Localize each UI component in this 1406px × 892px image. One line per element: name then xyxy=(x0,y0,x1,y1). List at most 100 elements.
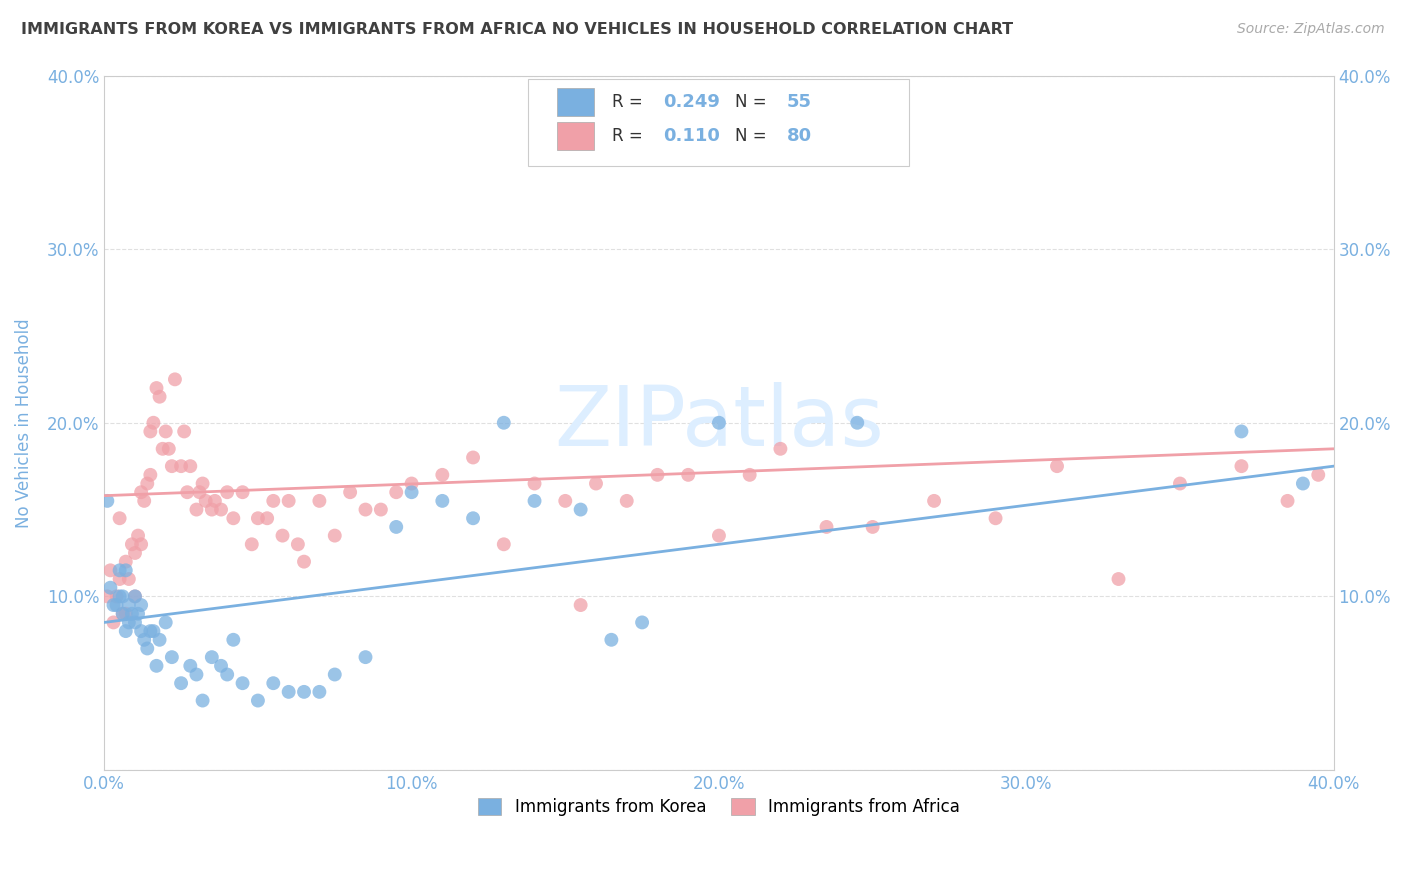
Point xyxy=(232,676,254,690)
Point xyxy=(554,494,576,508)
Point xyxy=(222,632,245,647)
Point xyxy=(129,537,152,551)
Point xyxy=(523,494,546,508)
Point xyxy=(385,485,408,500)
Point xyxy=(121,537,143,551)
Point xyxy=(1168,476,1191,491)
Point xyxy=(1230,425,1253,439)
Text: Source: ZipAtlas.com: Source: ZipAtlas.com xyxy=(1237,22,1385,37)
Text: IMMIGRANTS FROM KOREA VS IMMIGRANTS FROM AFRICA NO VEHICLES IN HOUSEHOLD CORRELA: IMMIGRANTS FROM KOREA VS IMMIGRANTS FROM… xyxy=(21,22,1014,37)
Point xyxy=(155,425,177,439)
Point xyxy=(647,467,669,482)
Point xyxy=(1292,476,1315,491)
Point xyxy=(432,494,454,508)
Point xyxy=(846,416,869,430)
Point xyxy=(111,607,134,621)
Point xyxy=(114,607,136,621)
Point xyxy=(111,607,134,621)
Text: 0.110: 0.110 xyxy=(664,127,720,145)
Point xyxy=(145,381,167,395)
Point xyxy=(191,476,214,491)
Point xyxy=(232,485,254,500)
Point xyxy=(1230,459,1253,474)
Point xyxy=(108,563,131,577)
Point xyxy=(136,476,159,491)
Point xyxy=(370,502,392,516)
Text: ZIPatlas: ZIPatlas xyxy=(554,383,884,463)
Point xyxy=(129,624,152,639)
Point xyxy=(308,494,330,508)
Point xyxy=(100,563,122,577)
Point xyxy=(209,658,232,673)
Point xyxy=(124,615,146,630)
Point xyxy=(103,615,125,630)
Point xyxy=(124,546,146,560)
Point xyxy=(152,442,174,456)
Point xyxy=(461,511,484,525)
Point xyxy=(118,615,141,630)
Point xyxy=(155,615,177,630)
Point xyxy=(136,641,159,656)
Point xyxy=(262,494,284,508)
Point xyxy=(277,494,299,508)
Point xyxy=(100,581,122,595)
Point xyxy=(323,528,346,542)
Point xyxy=(129,485,152,500)
Point xyxy=(461,450,484,465)
Point xyxy=(569,502,592,516)
Point xyxy=(631,615,654,630)
Point xyxy=(142,416,165,430)
Point xyxy=(124,590,146,604)
Point xyxy=(492,416,515,430)
Point xyxy=(108,590,131,604)
Point xyxy=(160,459,183,474)
Point xyxy=(186,667,208,681)
Point xyxy=(569,598,592,612)
Point xyxy=(707,416,730,430)
Point xyxy=(600,632,623,647)
Point xyxy=(308,685,330,699)
Point xyxy=(121,607,143,621)
Point xyxy=(145,658,167,673)
Point xyxy=(179,658,201,673)
Point xyxy=(139,624,162,639)
Point xyxy=(287,537,309,551)
Point xyxy=(209,502,232,516)
Point xyxy=(163,372,186,386)
Point xyxy=(179,459,201,474)
Text: 80: 80 xyxy=(786,127,811,145)
Point xyxy=(114,555,136,569)
Point xyxy=(676,467,699,482)
Point xyxy=(240,537,263,551)
Point xyxy=(188,485,211,500)
Point xyxy=(339,485,361,500)
Point xyxy=(142,624,165,639)
Point xyxy=(108,511,131,525)
Text: 55: 55 xyxy=(786,93,811,111)
Point xyxy=(738,467,761,482)
Point xyxy=(246,693,269,707)
Text: R =: R = xyxy=(612,93,648,111)
Point xyxy=(523,476,546,491)
Point xyxy=(201,502,224,516)
Point xyxy=(134,632,156,647)
Point xyxy=(194,494,217,508)
Point xyxy=(201,650,224,665)
Point xyxy=(118,598,141,612)
Point xyxy=(707,528,730,542)
Point xyxy=(173,425,195,439)
Point xyxy=(127,607,149,621)
Point xyxy=(186,502,208,516)
Point xyxy=(1108,572,1130,586)
Text: R =: R = xyxy=(612,127,654,145)
Point xyxy=(1308,467,1330,482)
Point xyxy=(616,494,638,508)
Point xyxy=(105,590,128,604)
Point xyxy=(292,685,315,699)
Point xyxy=(862,520,884,534)
Point xyxy=(222,511,245,525)
Point xyxy=(139,425,162,439)
Point xyxy=(124,590,146,604)
Legend: Immigrants from Korea, Immigrants from Africa: Immigrants from Korea, Immigrants from A… xyxy=(470,789,969,824)
Point xyxy=(103,598,125,612)
